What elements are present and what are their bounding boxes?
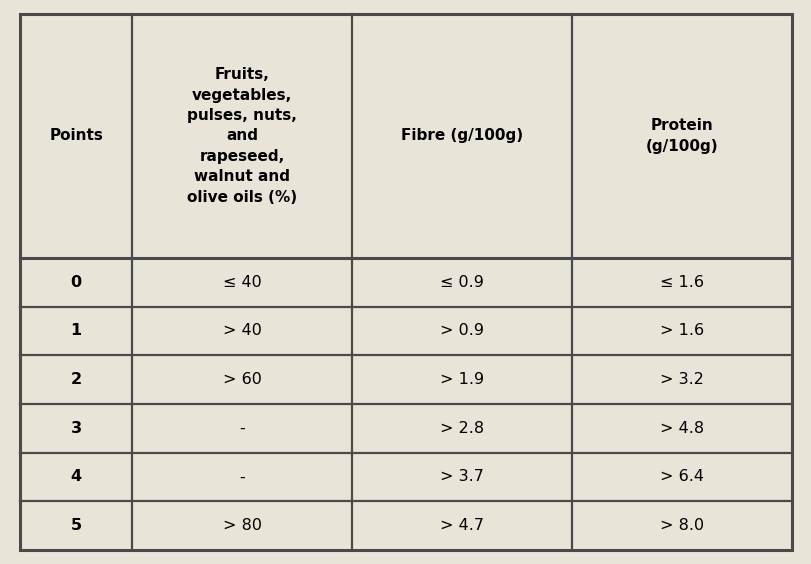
Text: 1: 1: [71, 323, 82, 338]
Text: > 3.7: > 3.7: [440, 469, 483, 484]
Text: Points: Points: [49, 129, 103, 143]
Text: > 80: > 80: [222, 518, 261, 533]
Text: > 3.2: > 3.2: [659, 372, 703, 387]
Text: Fruits,
vegetables,
pulses, nuts,
and
rapeseed,
walnut and
olive oils (%): Fruits, vegetables, pulses, nuts, and ra…: [187, 67, 297, 205]
Text: > 40: > 40: [222, 323, 261, 338]
Text: 5: 5: [71, 518, 82, 533]
Text: -: -: [239, 421, 245, 436]
Text: 4: 4: [71, 469, 82, 484]
Text: ≤ 40: ≤ 40: [222, 275, 261, 290]
Text: Fibre (g/100g): Fibre (g/100g): [401, 129, 522, 143]
Text: > 1.6: > 1.6: [659, 323, 703, 338]
Text: 2: 2: [71, 372, 82, 387]
Text: -: -: [239, 469, 245, 484]
Text: > 4.7: > 4.7: [440, 518, 483, 533]
Text: 0: 0: [71, 275, 82, 290]
Text: > 8.0: > 8.0: [659, 518, 703, 533]
Text: > 60: > 60: [222, 372, 261, 387]
Text: ≤ 0.9: ≤ 0.9: [440, 275, 483, 290]
Text: Protein
(g/100g): Protein (g/100g): [645, 118, 717, 154]
Text: 3: 3: [71, 421, 82, 436]
Text: > 2.8: > 2.8: [440, 421, 483, 436]
Text: ≤ 1.6: ≤ 1.6: [659, 275, 703, 290]
Text: > 0.9: > 0.9: [440, 323, 483, 338]
Text: > 4.8: > 4.8: [659, 421, 703, 436]
Text: > 6.4: > 6.4: [659, 469, 703, 484]
Text: > 1.9: > 1.9: [440, 372, 483, 387]
